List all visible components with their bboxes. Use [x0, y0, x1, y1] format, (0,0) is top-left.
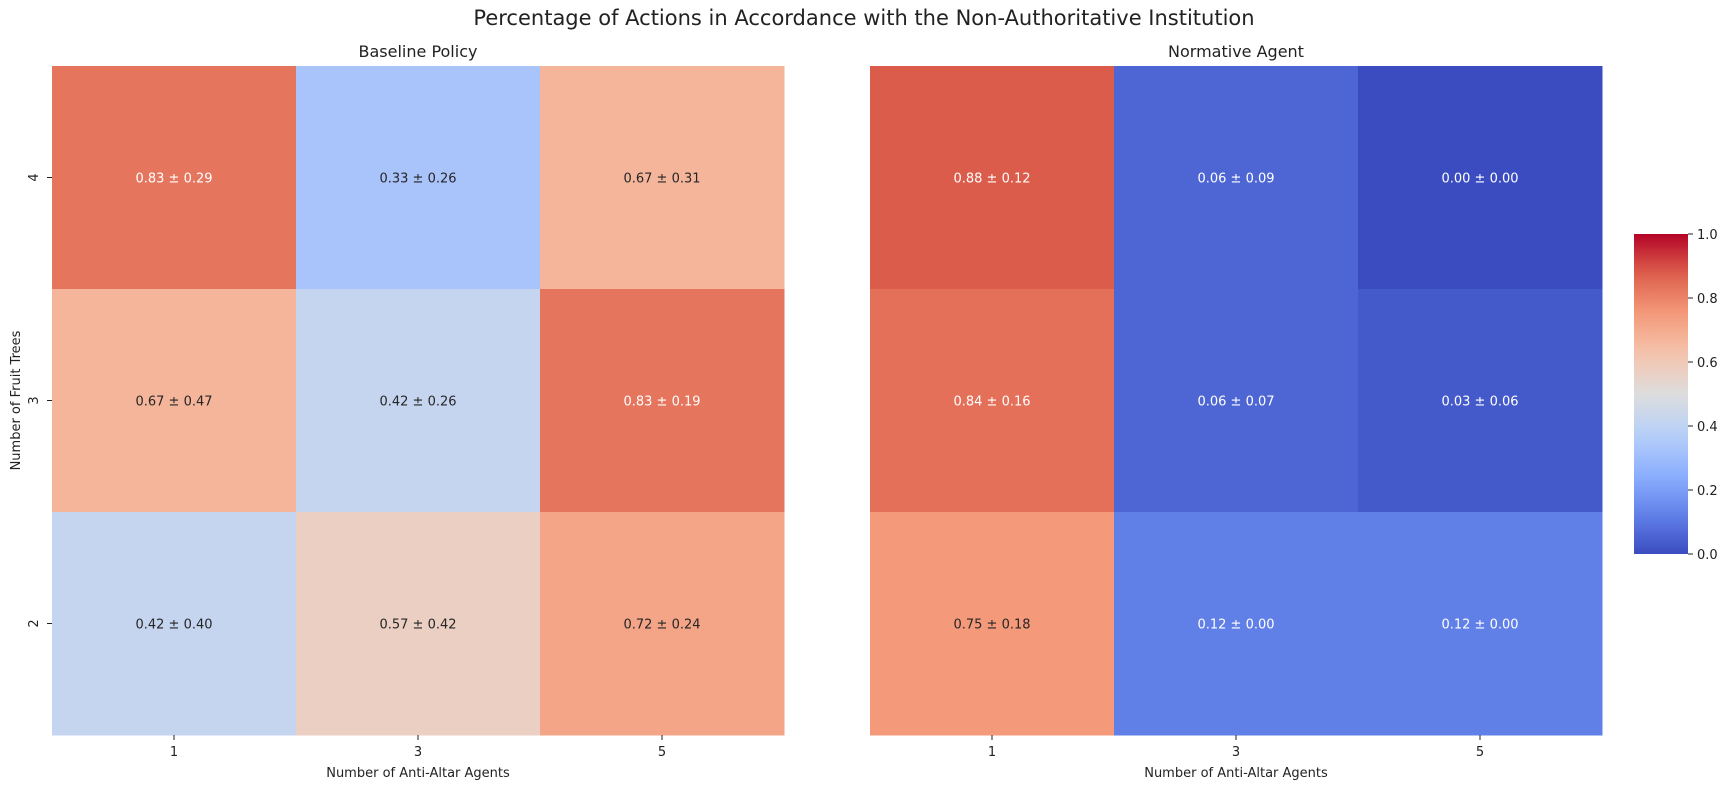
heatmap-cell [1114, 66, 1359, 290]
x-tick-label: 5 [1476, 745, 1484, 760]
cell-annotation: 0.33 ± 0.26 [379, 172, 456, 187]
cell-annotation: 0.42 ± 0.40 [135, 618, 212, 633]
cell-annotation: 0.83 ± 0.19 [623, 395, 700, 410]
colorbar [1634, 234, 1688, 554]
x-tick-label: 3 [1232, 745, 1240, 760]
heatmap-cell [296, 66, 541, 290]
cell-annotation: 0.00 ± 0.00 [1441, 172, 1518, 187]
y-axis-label: Number of Fruit Trees [9, 330, 24, 470]
y-tick-label: 4 [27, 173, 42, 181]
heatmap-cell [52, 289, 297, 513]
heatmap-cell [540, 289, 785, 513]
cell-annotation: 0.72 ± 0.24 [623, 618, 700, 633]
heatmap-cell [870, 289, 1115, 513]
x-tick-label: 1 [988, 745, 996, 760]
cell-annotation: 0.67 ± 0.47 [135, 395, 212, 410]
heatmap-panel: 0.83 ± 0.29 0.33 ± 0.26 0.67 ± 0.31 0.67 ± … [9, 42, 785, 781]
panel-title: Normative Agent [1168, 42, 1304, 61]
heatmap-cell [296, 289, 541, 513]
cell-annotation: 0.06 ± 0.09 [1197, 172, 1274, 187]
x-tick-label: 5 [658, 745, 666, 760]
cell-annotation: 0.67 ± 0.31 [623, 172, 700, 187]
colorbar-tick-label: 0.2 [1697, 484, 1718, 499]
panel-title: Baseline Policy [359, 42, 478, 61]
y-tick-label: 2 [27, 619, 42, 627]
cell-annotation: 0.12 ± 0.00 [1197, 618, 1274, 633]
heatmap-cell [296, 512, 541, 736]
heatmap-cell [540, 66, 785, 290]
y-tick-label: 3 [27, 396, 42, 404]
colorbar-tick-label: 0.4 [1697, 420, 1718, 435]
cell-annotation: 0.88 ± 0.12 [953, 172, 1030, 187]
cell-annotation: 0.84 ± 0.16 [953, 395, 1030, 410]
heatmap-cell [870, 66, 1115, 290]
cell-annotation: 0.57 ± 0.42 [379, 618, 456, 633]
colorbar-tick-label: 0.6 [1697, 356, 1718, 371]
cell-annotation: 0.06 ± 0.07 [1197, 395, 1274, 410]
heatmap-cell [1114, 289, 1359, 513]
heatmap-cell [540, 512, 785, 736]
colorbar-tick-label: 0.8 [1697, 292, 1718, 307]
cell-annotation: 0.83 ± 0.29 [135, 172, 212, 187]
heatmap-panel: 0.88 ± 0.12 0.06 ± 0.09 0.00 ± 0.00 0.84 ± … [870, 42, 1603, 781]
cell-annotation: 0.12 ± 0.00 [1441, 618, 1518, 633]
heatmap-cell [52, 66, 297, 290]
heatmap-cell [1114, 512, 1359, 736]
cell-annotation: 0.75 ± 0.18 [953, 618, 1030, 633]
figure-suptitle: Percentage of Actions in Accordance with… [473, 6, 1254, 30]
cell-annotation: 0.42 ± 0.26 [379, 395, 456, 410]
x-axis-label: Number of Anti-Altar Agents [326, 766, 510, 781]
x-tick-label: 1 [170, 745, 178, 760]
cell-annotation: 0.03 ± 0.06 [1441, 395, 1518, 410]
colorbar-tick-label: 0.0 [1697, 548, 1718, 563]
heatmap-cell [1358, 66, 1603, 290]
heatmap-cell [1358, 512, 1603, 736]
x-axis-label: Number of Anti-Altar Agents [1144, 766, 1328, 781]
colorbar-tick-label: 1.0 [1697, 228, 1718, 243]
heatmap-cell [1358, 289, 1603, 513]
heatmap-cell [52, 512, 297, 736]
x-tick-label: 3 [414, 745, 422, 760]
heatmap-cell [870, 512, 1115, 736]
